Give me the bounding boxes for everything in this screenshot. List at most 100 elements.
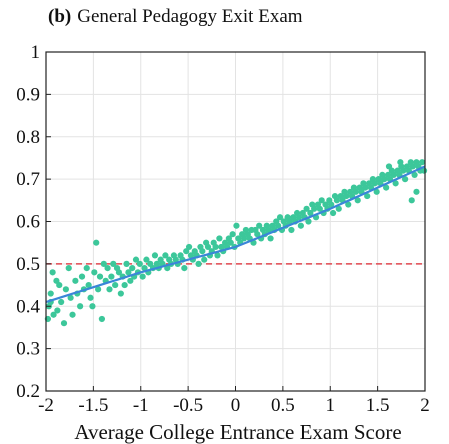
data-point — [110, 260, 117, 267]
data-point — [229, 231, 236, 238]
data-point — [106, 286, 113, 293]
data-point — [127, 277, 134, 284]
data-point — [98, 315, 106, 323]
x-tick-label: -0.5 — [173, 395, 203, 416]
data-point — [199, 248, 206, 255]
data-point — [93, 239, 100, 246]
grid-lines — [45, 51, 426, 392]
data-point — [132, 256, 140, 263]
data-point — [267, 235, 274, 242]
data-point — [364, 192, 371, 200]
data-point — [54, 307, 61, 314]
data-point — [371, 180, 378, 187]
data-point — [87, 294, 94, 301]
data-point — [400, 167, 407, 174]
y-tick-label: 0.4 — [16, 296, 40, 317]
data-point — [49, 269, 56, 276]
data-point — [409, 163, 416, 170]
data-point — [69, 311, 76, 318]
data-point — [381, 176, 388, 183]
data-point — [305, 218, 312, 225]
x-tick-label: 1.5 — [366, 395, 390, 416]
chart-title-text: General Pedagogy Exit Exam — [77, 6, 303, 27]
data-point — [413, 188, 420, 195]
data-point — [143, 256, 150, 263]
data-point — [195, 260, 202, 267]
data-point — [151, 252, 159, 259]
data-point — [65, 265, 72, 272]
y-tick-label: 0.9 — [16, 84, 40, 105]
data-point — [240, 235, 248, 242]
x-tick-label: -1.5 — [78, 395, 108, 416]
y-tick-label: 0.8 — [16, 127, 40, 148]
x-tick-label: 0 — [231, 395, 241, 416]
data-point — [354, 197, 361, 204]
data-point — [77, 303, 84, 310]
data-point — [408, 197, 415, 204]
data-point — [316, 205, 323, 212]
tick-marks — [45, 51, 426, 392]
data-point — [352, 188, 359, 195]
data-point — [383, 184, 390, 191]
data-point — [385, 163, 393, 170]
y-tick-label: 0.7 — [16, 169, 40, 190]
data-point — [162, 252, 169, 259]
data-point — [286, 218, 293, 225]
data-point — [100, 260, 107, 267]
data-point — [295, 214, 303, 221]
data-point — [392, 180, 399, 187]
chart-title: (b) General Pedagogy Exit Exam — [48, 6, 303, 27]
x-axis-label: Average College Entrance Exam Score — [74, 420, 401, 444]
data-point — [345, 201, 352, 208]
y-tick-label: 1 — [31, 42, 41, 63]
data-point — [420, 167, 428, 174]
x-tick-label: 0.5 — [271, 395, 295, 416]
data-point — [50, 311, 57, 318]
data-point — [390, 171, 397, 178]
data-point — [185, 243, 193, 251]
data-point — [288, 226, 295, 234]
data-point — [214, 252, 221, 259]
data-point — [112, 281, 119, 289]
y-tick-label: 0.2 — [16, 381, 40, 402]
data-point — [115, 269, 123, 276]
data-point — [108, 273, 115, 280]
data-point — [318, 197, 325, 204]
data-point — [227, 239, 234, 246]
fit-line — [45, 165, 426, 304]
data-point — [121, 281, 128, 289]
fit-line-group — [45, 165, 426, 304]
data-point — [96, 273, 104, 280]
x-tick-label: 2 — [420, 395, 430, 416]
data-point — [204, 243, 212, 251]
data-point — [297, 222, 304, 229]
data-point — [91, 269, 98, 276]
y-tick-label: 0.3 — [16, 339, 40, 360]
data-point — [56, 281, 63, 289]
data-point — [362, 184, 369, 191]
y-tick-label: 0.6 — [16, 212, 40, 233]
data-point — [254, 231, 261, 238]
data-point — [333, 197, 340, 204]
x-tick-labels: -2 -1.5 -1 -0.5 0 0.5 1 1.5 2 — [38, 395, 430, 416]
data-point — [411, 171, 418, 178]
data-point — [343, 192, 350, 200]
data-point — [216, 235, 223, 242]
data-point — [328, 201, 335, 208]
data-point — [303, 205, 310, 212]
data-point — [419, 159, 426, 166]
chart-title-tag: (b) — [48, 6, 71, 27]
data-point — [136, 260, 143, 267]
data-point — [123, 260, 130, 267]
x-tick-label: -2 — [38, 395, 54, 416]
data-point — [402, 176, 409, 183]
data-point — [141, 265, 148, 272]
y-tick-label: 0.5 — [16, 254, 40, 275]
data-point — [104, 265, 111, 272]
data-point — [129, 265, 136, 272]
data-point — [60, 320, 68, 327]
data-point — [397, 159, 404, 166]
data-point — [311, 205, 318, 212]
data-point — [72, 277, 79, 284]
